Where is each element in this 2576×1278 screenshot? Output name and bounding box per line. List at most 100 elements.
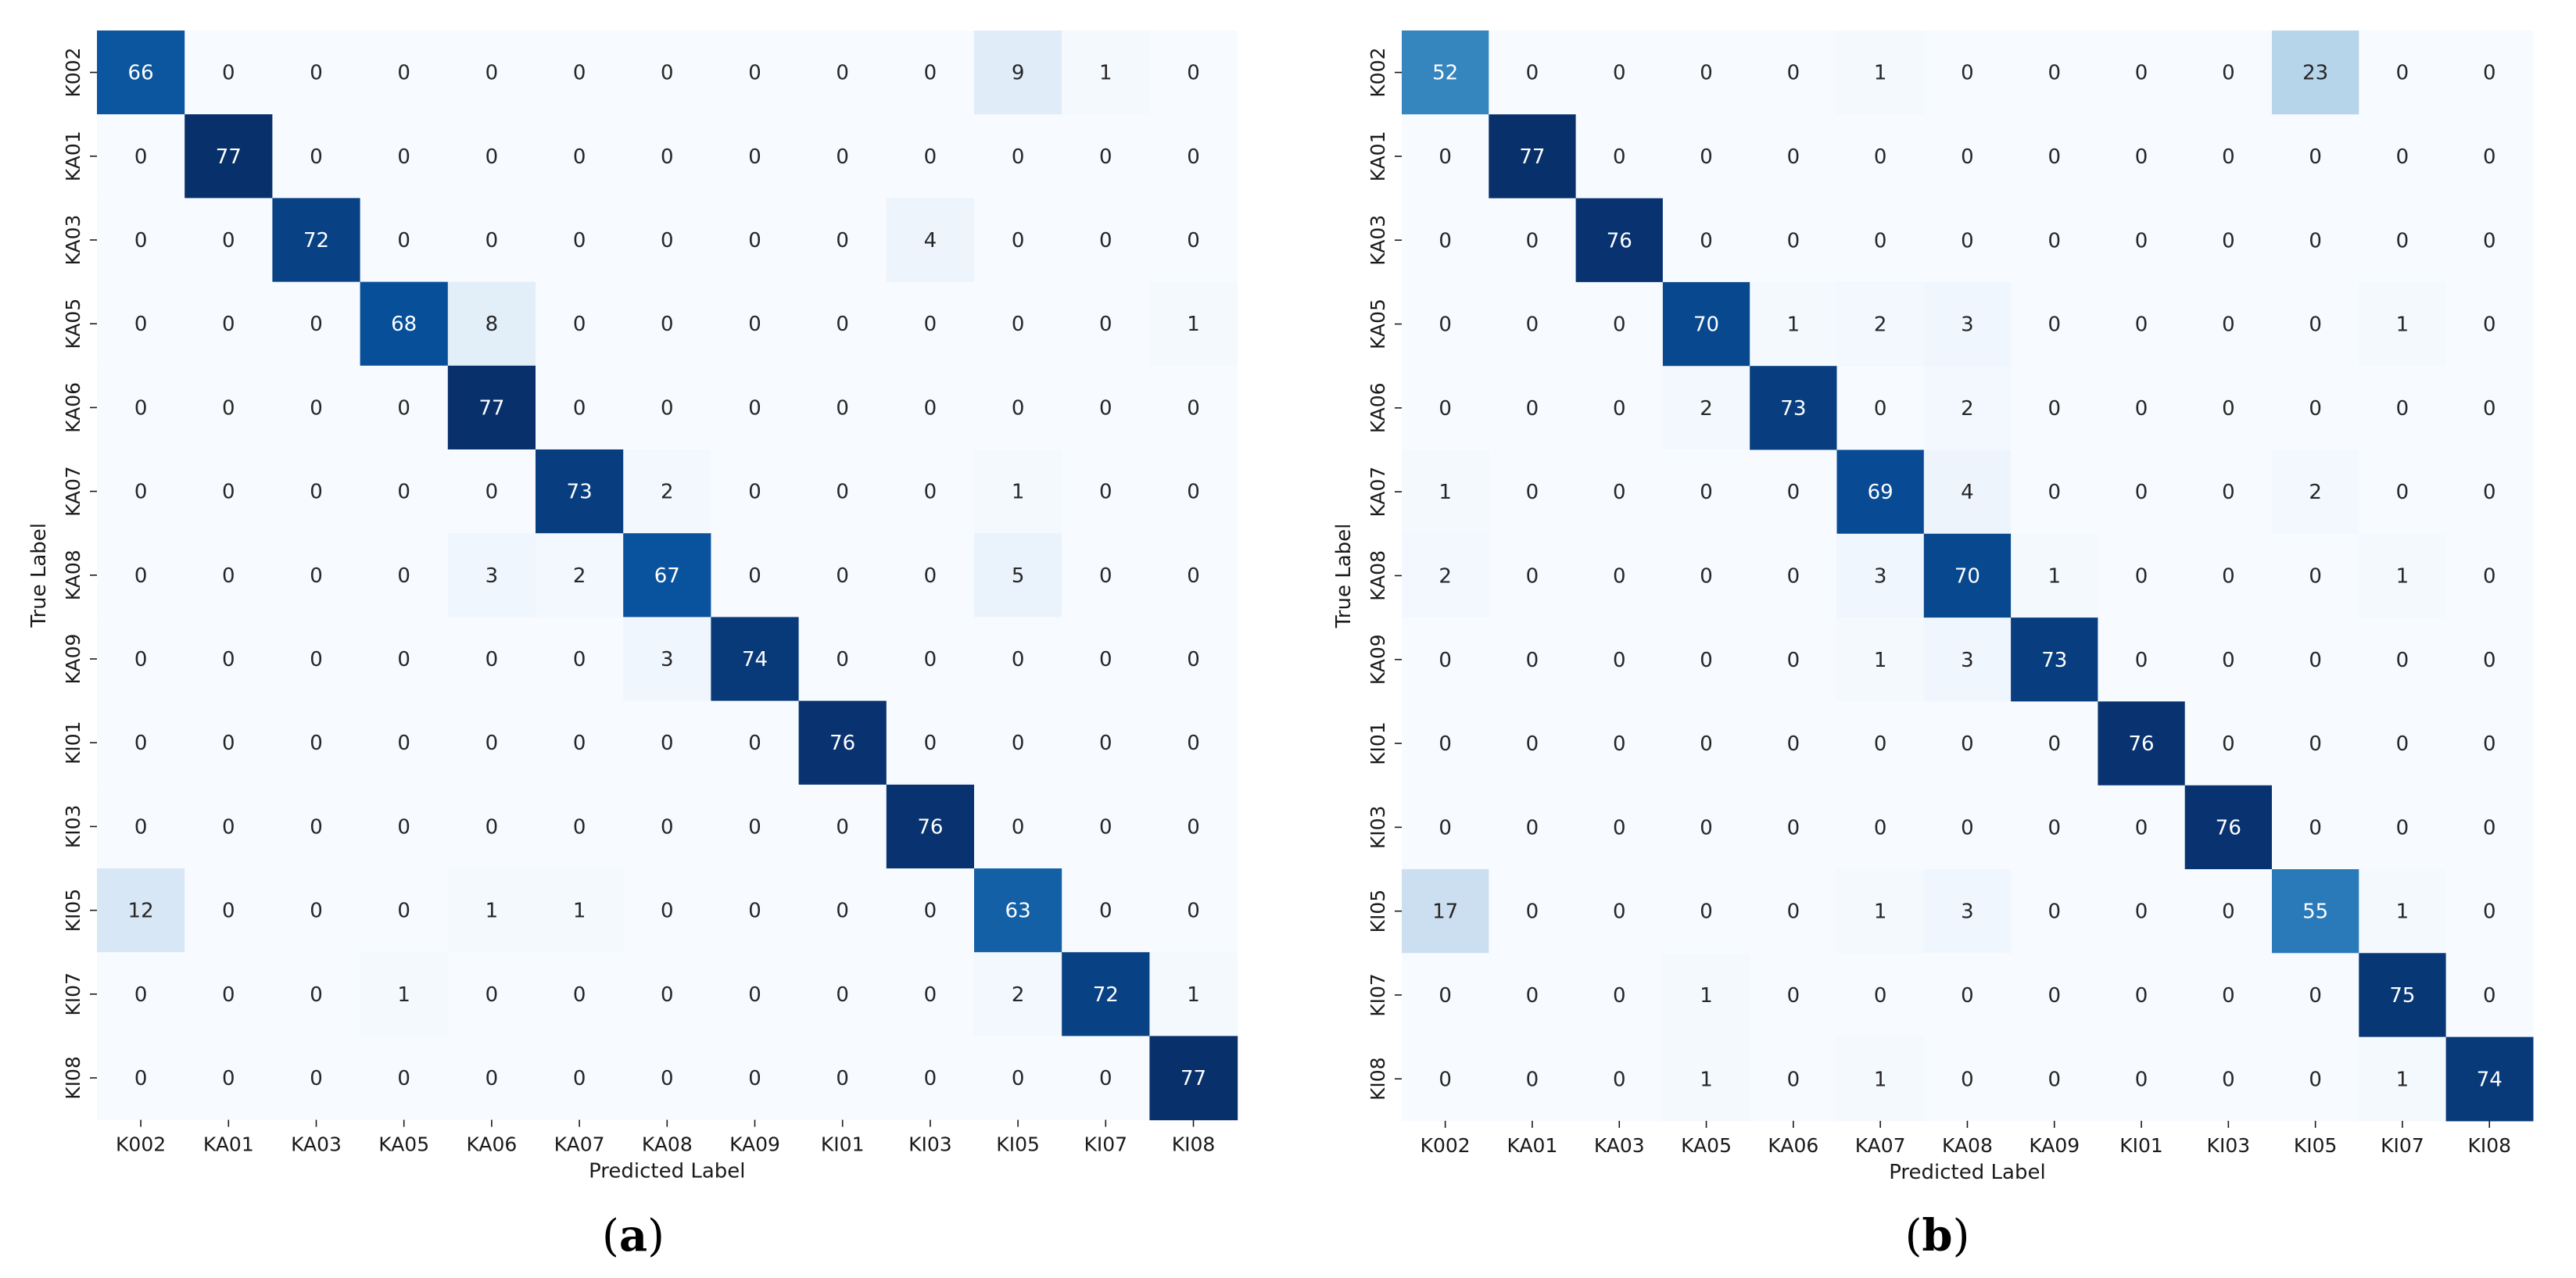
heatmap-cell — [1575, 869, 1664, 954]
cell-value-label: 0 — [134, 564, 148, 588]
cell-value-label: 0 — [222, 815, 235, 839]
cell-value-label: 0 — [2483, 564, 2496, 588]
heatmap-cell — [2272, 618, 2359, 702]
cell-value-label: 0 — [1099, 900, 1112, 923]
heatmap-cell — [798, 365, 887, 450]
cell-value-label: 77 — [1181, 1067, 1206, 1090]
heatmap-cell — [2445, 533, 2534, 618]
heatmap-cell — [447, 30, 536, 115]
heatmap-cell — [185, 700, 273, 786]
heatmap-cell — [623, 30, 711, 115]
cell-value-label: 3 — [1961, 313, 1974, 337]
cell-value-label: 0 — [1787, 732, 1800, 756]
heatmap-cell — [272, 784, 361, 869]
cell-value-label: 0 — [748, 1067, 761, 1090]
heatmap-cell — [1062, 784, 1150, 869]
cell-value-label: 0 — [1700, 481, 1713, 504]
cell-value-label: 0 — [2135, 397, 2148, 421]
heatmap-cell — [1923, 1036, 2012, 1122]
cell-value-label: 0 — [1526, 649, 1539, 672]
cell-value-label: 0 — [748, 983, 761, 1007]
heatmap-cell — [97, 700, 185, 786]
heatmap-cell — [2184, 869, 2273, 954]
cell-value-label: 0 — [1700, 732, 1713, 756]
cell-value-label: 0 — [2396, 62, 2409, 85]
heatmap-cell — [1489, 618, 1577, 702]
heatmap-cell — [2445, 449, 2534, 535]
heatmap-cell — [623, 1036, 711, 1121]
cell-value-label: 77 — [216, 145, 242, 169]
x-tick-label: KA09 — [2029, 1134, 2080, 1157]
heatmap-cell — [1489, 953, 1577, 1038]
x-axis-label: Predicted Label — [1889, 1161, 2045, 1184]
heatmap-cell — [272, 700, 361, 786]
cell-value-label: 0 — [134, 815, 148, 839]
x-tick-label: KA07 — [1855, 1134, 1906, 1157]
heatmap-cell — [536, 30, 624, 115]
heatmap-cell — [974, 868, 1062, 953]
heatmap-cell — [623, 784, 711, 869]
cell-value-label: 76 — [2216, 816, 2241, 839]
cell-value-label: 0 — [1787, 984, 1800, 1008]
x-tick-label: KI07 — [2381, 1134, 2424, 1157]
confusion-matrix-b: 52 0 0 0 0 1 0 0 0 0 23 0 00 77 0 0 0 0 0 0 0 0 0 0 00 0 76 0 0 0 0 0 0 0… — [1332, 30, 2534, 1262]
heatmap-cell — [2184, 701, 2273, 786]
cell-value-label: 0 — [1526, 481, 1539, 504]
cell-value-label: 0 — [2483, 229, 2496, 252]
heatmap-cell — [2011, 953, 2098, 1038]
cell-value-label: 0 — [1700, 649, 1713, 672]
heatmap-cell — [711, 617, 800, 702]
heatmap-cell — [536, 114, 624, 199]
heatmap-cell — [2098, 618, 2186, 702]
y-tick-label: KI07 — [1367, 973, 1389, 1017]
cell-value-label: 0 — [836, 62, 849, 85]
cell-value-label: 0 — [1099, 564, 1112, 588]
heatmap-cell — [1923, 953, 2012, 1038]
heatmap-cell — [360, 365, 449, 450]
cell-value-label: 1 — [1438, 481, 1452, 504]
heatmap-cell — [623, 952, 711, 1036]
cell-value-label: 0 — [1787, 816, 1800, 839]
cell-value-label: 1 — [1874, 900, 1887, 924]
cell-value-label: 0 — [2135, 313, 2148, 337]
cell-value-label: 0 — [1613, 564, 1626, 588]
cell-value-label: 0 — [2396, 732, 2409, 756]
heatmap-cell — [2098, 785, 2186, 870]
cell-value-label: 0 — [1526, 900, 1539, 924]
heatmap-cell — [1836, 533, 1925, 618]
cell-value-label: 0 — [1187, 145, 1200, 169]
cell-value-label: 0 — [397, 145, 410, 169]
heatmap-cell — [1662, 198, 1750, 283]
heatmap-cell — [1750, 785, 1838, 870]
cell-value-label: 0 — [836, 983, 849, 1007]
heatmap-cell — [272, 533, 361, 618]
cell-value-label: 0 — [2222, 984, 2235, 1008]
y-tick-label: KI05 — [62, 889, 84, 933]
cell-value-label: 0 — [397, 1067, 410, 1090]
heatmap-cell — [1489, 785, 1577, 870]
heatmap-cell — [536, 198, 624, 283]
heatmap-cell — [447, 952, 536, 1036]
cell-value-label: 0 — [1613, 62, 1626, 85]
cell-value-label: 0 — [1099, 145, 1112, 169]
cell-value-label: 3 — [1961, 649, 1974, 672]
cell-value-label: 0 — [2222, 229, 2235, 252]
cell-value-label: 69 — [1868, 481, 1893, 504]
heatmap-cell — [974, 533, 1062, 618]
heatmap-cell — [1062, 1036, 1150, 1121]
heatmap-cell — [1662, 618, 1750, 702]
heatmap-cell — [536, 1036, 624, 1121]
cell-value-label: 0 — [2309, 313, 2322, 337]
heatmap-cell — [2272, 533, 2359, 618]
heatmap-cell — [2272, 953, 2359, 1038]
cell-value-label: 0 — [1187, 900, 1200, 923]
cell-value-label: 70 — [1954, 564, 1980, 588]
cell-value-label: 0 — [2135, 145, 2148, 169]
cell-value-label: 74 — [2477, 1068, 2503, 1091]
heatmap-cell — [1575, 953, 1664, 1038]
cell-value-label: 0 — [2396, 481, 2409, 504]
heatmap-cell — [360, 1036, 449, 1121]
heatmap-cell — [1575, 701, 1664, 786]
cell-value-label: 0 — [1526, 732, 1539, 756]
x-axis-label: Predicted Label — [589, 1160, 745, 1183]
